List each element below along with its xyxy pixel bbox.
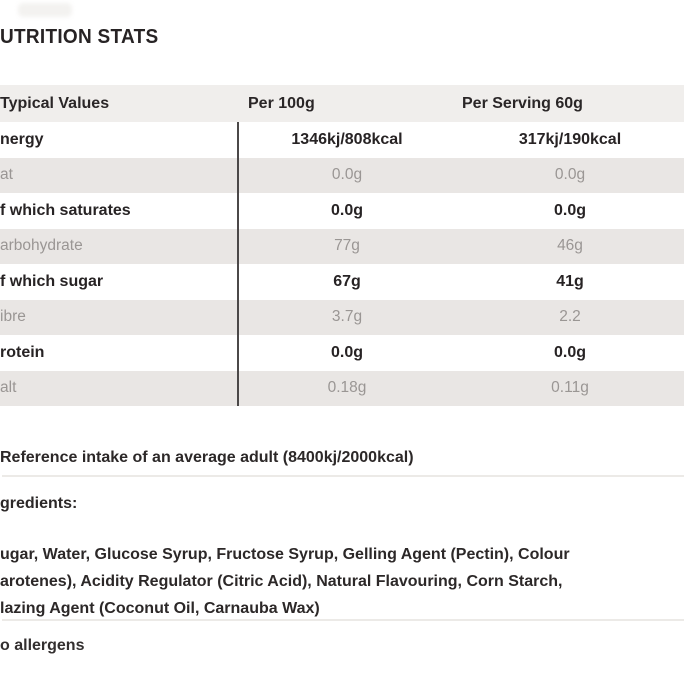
table-row-protein: rotein 0.0g 0.0g — [0, 335, 684, 371]
ingredients-line: ugar, Water, Glucose Syrup, Fructose Syr… — [0, 546, 570, 563]
ingredients-text: ugar, Water, Glucose Syrup, Fructose Syr… — [0, 541, 700, 622]
cell-label: ibre — [0, 308, 26, 326]
allergens-note: o allergens — [0, 637, 85, 654]
cell-per-serving: 0.0g — [553, 201, 586, 219]
cell-per-100g: 0.0g — [331, 166, 363, 184]
reference-intake-note: Reference intake of an average adult (84… — [0, 449, 414, 466]
column-header-per-serving: Per Serving 60g — [462, 94, 583, 112]
ingredients-heading: gredients: — [0, 495, 78, 512]
table-row-fibre: ibre 3.7g 2.2 — [0, 299, 684, 335]
ingredients-line: lazing Agent (Coconut Oil, Carnauba Wax) — [0, 600, 320, 617]
cell-per-100g: 3.7g — [331, 308, 363, 326]
cell-label: rotein — [0, 343, 45, 361]
cell-label: nergy — [0, 130, 44, 148]
cell-per-serving: 2.2 — [559, 308, 581, 326]
cell-per-100g: 0.0g — [330, 343, 363, 361]
column-header-typical-values: Typical Values — [0, 94, 110, 112]
cell-per-serving: 0.0g — [554, 166, 586, 184]
ingredients-line: arotenes), Acidity Regulator (Citric Aci… — [0, 573, 563, 590]
cell-label: alt — [0, 379, 17, 397]
cell-per-100g: 67g — [333, 272, 361, 290]
cell-per-100g: 0.0g — [330, 201, 363, 219]
artifact-smudge — [18, 3, 72, 17]
cell-per-100g: 1346kj/808kcal — [291, 130, 403, 148]
cell-label: f which sugar — [0, 272, 104, 290]
column-divider-line — [237, 122, 239, 406]
column-header-per-100g: Per 100g — [248, 94, 315, 112]
page-title: UTRITION STATS — [0, 26, 159, 48]
cell-per-serving: 0.11g — [551, 379, 589, 397]
nutrition-table: Typical Values Per 100g Per Serving 60g … — [0, 85, 684, 406]
cell-label: f which saturates — [0, 201, 131, 219]
table-row-salt: alt 0.18g 0.11g — [0, 370, 684, 406]
table-row-sugar: f which sugar 67g 41g — [0, 264, 684, 300]
cell-per-100g: 77g — [334, 237, 360, 255]
cell-per-serving: 46g — [557, 237, 583, 255]
section-divider-line — [2, 619, 684, 621]
cell-label: at — [0, 166, 13, 184]
table-row-carbohydrate: arbohydrate 77g 46g — [0, 228, 684, 264]
table-row-saturates: f which saturates 0.0g 0.0g — [0, 193, 684, 229]
section-divider-line — [2, 475, 684, 477]
cell-per-serving: 41g — [556, 272, 584, 290]
table-header-row: Typical Values Per 100g Per Serving 60g — [0, 85, 684, 122]
cell-per-100g: 0.18g — [327, 379, 367, 397]
cell-per-serving: 317kj/190kcal — [518, 130, 622, 148]
table-row-energy: nergy 1346kj/808kcal 317kj/190kcal — [0, 122, 684, 158]
cell-per-serving: 0.0g — [553, 343, 586, 361]
table-row-fat: at 0.0g 0.0g — [0, 157, 684, 193]
cell-label: arbohydrate — [0, 237, 83, 255]
